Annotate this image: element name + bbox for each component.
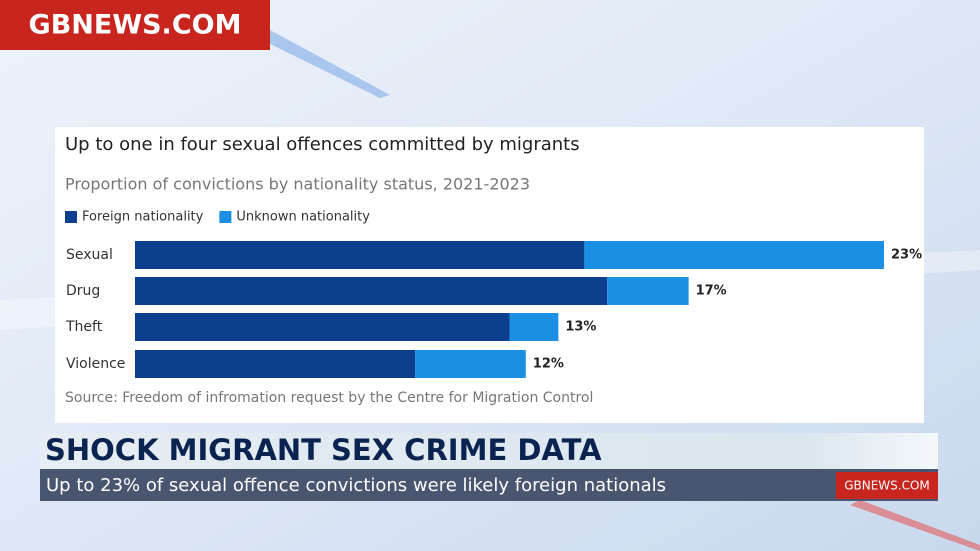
chart-card [55,127,924,423]
value-label: 17% [696,284,727,299]
plot: Foreign nationality Unknown nationality Se… [65,210,922,378]
legend-swatch [65,211,77,223]
logo-box [0,0,270,50]
legend-label: Foreign nationality [82,210,204,225]
headline-bar [40,433,938,469]
streak [262,30,390,98]
bar-segment [135,313,510,341]
legend-swatch [219,211,232,223]
bar-segment [135,350,416,378]
headline: SHOCK MIGRANT SEX CRIME DATA [45,433,602,467]
chart-subtitle: Proportion of convictions by nationality… [65,175,530,194]
category-label: Drug [66,283,100,299]
ticker-logo: GBNEWS.COM [844,479,930,493]
bar-segment [607,277,689,305]
subheadline-bar [40,469,938,501]
category-label: Theft [65,319,103,335]
bar-segment [509,313,559,341]
category-label: Violence [66,356,125,372]
streak [850,500,980,551]
subheadline: Up to 23% of sexual offence convictions … [46,475,666,496]
value-label: 12% [533,357,564,372]
category-label: Sexual [66,247,113,263]
legend-label: Unknown nationality [236,210,370,225]
chart-source: Source: Freedom of infromation request b… [65,390,593,406]
bar-segment [135,241,585,269]
ticker-logo-box [836,472,938,499]
value-label: 23% [891,248,922,263]
bar-segment [135,277,608,305]
chart-title: Up to one in four sexual offences commit… [65,134,580,155]
logo: GBNEWS.COM [29,10,242,41]
value-label: 13% [565,320,596,335]
bar-segment [415,350,526,378]
bar-segment [584,241,884,269]
